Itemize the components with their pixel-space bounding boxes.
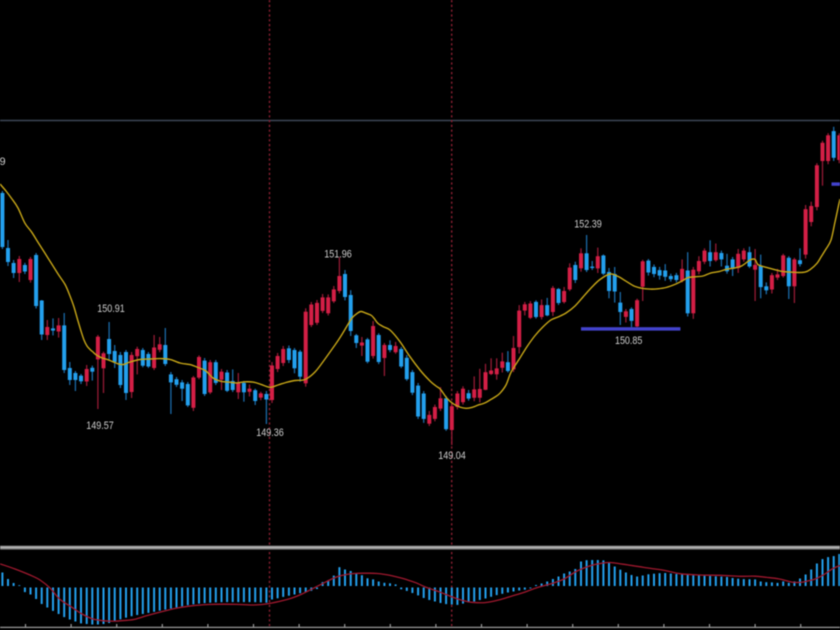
svg-text:149.57: 149.57	[86, 420, 114, 432]
svg-text:151.96: 151.96	[324, 249, 352, 261]
svg-text:152.39: 152.39	[574, 219, 602, 231]
svg-text:150.85: 150.85	[615, 335, 643, 347]
svg-text:149.04: 149.04	[438, 450, 466, 462]
svg-text:150.91: 150.91	[97, 303, 125, 315]
svg-text:149.36: 149.36	[256, 427, 284, 439]
svg-text:9: 9	[0, 156, 6, 168]
